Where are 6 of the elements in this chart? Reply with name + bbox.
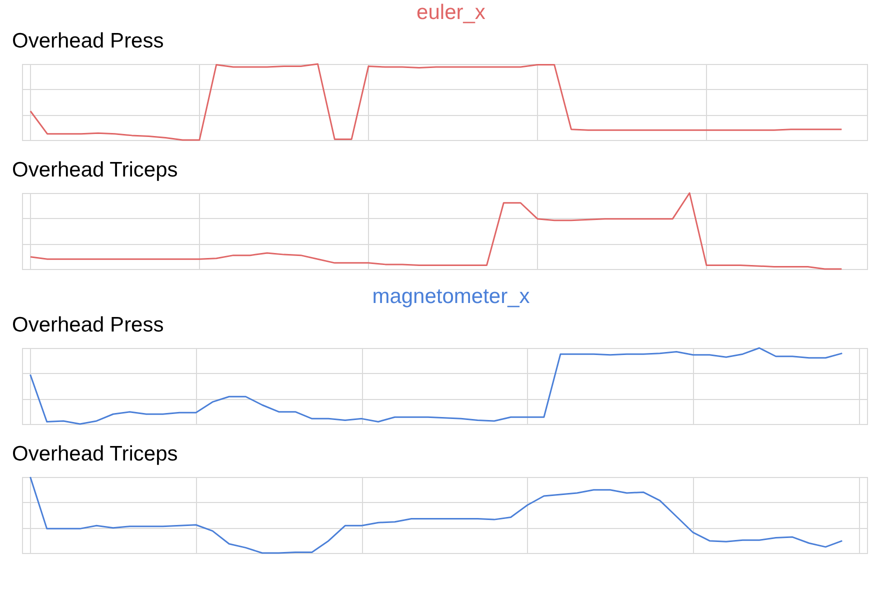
chart-title: Overhead Press <box>12 29 164 52</box>
text: euler_x <box>416 0 486 26</box>
chart-title: Overhead Press <box>12 313 164 336</box>
chart-title: Overhead Triceps <box>12 442 178 466</box>
text: magnetometer_x <box>371 284 531 310</box>
chart-title: Overhead Triceps <box>12 158 178 182</box>
